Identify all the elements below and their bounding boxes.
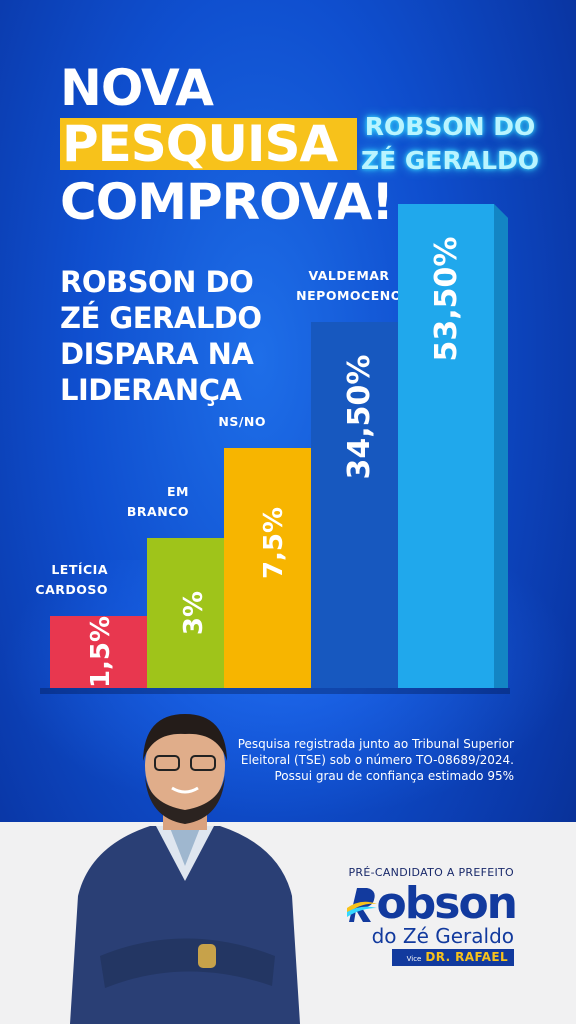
- vice-badge: Vice DR. RAFAEL: [392, 949, 514, 966]
- vice-prefix: Vice: [406, 955, 422, 963]
- headline-line-3: COMPROVA!: [60, 173, 394, 231]
- bar-3: [224, 448, 320, 688]
- disclaimer-line-2: Eleitoral (TSE) sob o número TO-08689/20…: [240, 753, 514, 767]
- poll-bar-chart: 1,5% LETÍCIA CARDOSO 3% EM BRANCO 7,5% NS/NO 34,…: [35, 204, 510, 694]
- bar-value-label-1: 1,5%: [86, 616, 116, 688]
- category-label-2-line-1: EM: [167, 484, 189, 499]
- category-label-3-line-1: NS/NO: [218, 414, 266, 429]
- category-label-1-line-2: CARDOSO: [35, 582, 108, 597]
- headline: NOVA PESQUISA COMPROVA!: [60, 59, 394, 231]
- leading-candidate-line-2: ZÉ GERALDO: [360, 146, 540, 175]
- bar-side-5: [494, 204, 508, 688]
- chart-floor-shadow: [40, 688, 510, 694]
- vice-name: DR. RAFAEL: [425, 950, 508, 964]
- category-label-2-line-2: BRANCO: [127, 504, 189, 519]
- headline-line-1: NOVA: [60, 59, 214, 117]
- bar-value-label-5: 53,50%: [429, 237, 464, 362]
- bar-5: [398, 204, 494, 688]
- subheadline-line-1: ROBSON DO: [60, 265, 254, 299]
- logo-r-swoosh-icon: [346, 888, 377, 922]
- pre-candidate-label: PRÉ-CANDIDATO A PREFEITO: [348, 866, 514, 879]
- leading-candidate-label: ROBSON DO ZÉ GERALDO: [350, 110, 550, 178]
- bar-value-label-4: 34,50%: [342, 355, 377, 480]
- subheadline-line-2: ZÉ GERALDO: [60, 301, 262, 335]
- category-label-1-line-1: LETÍCIA: [51, 562, 108, 577]
- headline-line-2: PESQUISA: [60, 118, 358, 170]
- subheadline-line-3: DISPARA NA: [60, 337, 254, 371]
- disclaimer-line-3: Possui grau de confiança estimado 95%: [274, 769, 514, 783]
- bar-value-label-2: 3%: [179, 591, 209, 635]
- bar-4: [311, 322, 407, 688]
- poll-disclaimer: Pesquisa registrada junto ao Tribunal Su…: [190, 736, 514, 784]
- subheadline: ROBSON DO ZÉ GERALDO DISPARA NA LIDERANÇ…: [60, 264, 262, 408]
- category-label-4-line-1: VALDEMAR: [308, 268, 389, 283]
- leading-candidate-line-1: ROBSON DO: [364, 112, 536, 141]
- bar-value-label-3: 7,5%: [259, 507, 289, 579]
- candidate-photo: [70, 714, 300, 1024]
- subheadline-line-4: LIDERANÇA: [60, 373, 242, 407]
- disclaimer-line-1: Pesquisa registrada junto ao Tribunal Su…: [237, 737, 514, 751]
- bar-2: [147, 538, 237, 688]
- logo-name-text: obson: [376, 878, 518, 929]
- bar-1: [50, 616, 148, 688]
- logo-surname: do Zé Geraldo: [371, 924, 514, 948]
- category-label-4-line-2: NEPOMOCENO: [296, 288, 402, 303]
- candidate-logo: obson: [334, 878, 518, 929]
